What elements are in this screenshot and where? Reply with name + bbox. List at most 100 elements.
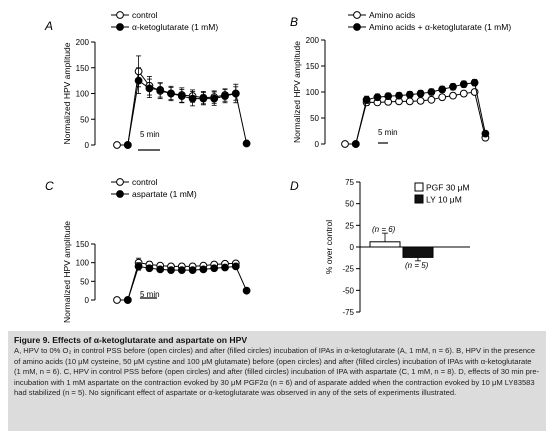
data-point-filled [145,264,154,273]
y-tick-label: 25 [345,221,354,230]
data-point-open [427,95,436,104]
data-point-filled [210,94,219,103]
legend-marker-filled [116,190,124,198]
data-point-open [113,141,121,149]
legend-swatch [414,182,424,192]
y-tick-label: 150 [306,62,320,71]
caption-text: A, HPV to 0% O₂ in control PSS before (o… [14,346,540,398]
data-point-filled [221,263,229,272]
n-label: (n = 5) [405,261,429,270]
data-point-filled [395,91,403,100]
data-point-filled [177,266,186,275]
data-point-filled [188,94,197,103]
y-tick-label: 0 [350,243,355,252]
y-tick-label: 0 [315,140,320,149]
data-point-filled [459,80,468,89]
data-point-open [449,91,457,100]
n-label: (n = 6) [372,225,396,234]
panel-letter: B [290,15,298,29]
bar [369,241,401,248]
y-axis-label: Normalized HPV amplitude [62,221,72,323]
data-point-open [113,296,121,304]
legend-swatch [414,194,424,204]
scale-bar-label: 5 min [378,128,398,137]
figure: A 0 50 100 150 200 Normalized HPV amplitude con… [44,10,511,323]
panel-b: B 0 50 100 150 200 Normalized HPV amplitude Ami… [290,10,511,149]
legend-entry: Amino acids + α-ketoglutarate (1 mM) [369,22,511,32]
y-tick-label: 50 [310,114,319,123]
figure-caption: Figure 9. Effects of α-ketoglutarate and… [8,331,546,431]
data-point-filled [134,262,143,271]
data-point-filled [123,141,132,149]
y-tick-label: 0 [85,296,90,305]
data-point-filled [351,140,360,148]
data-point-filled [416,89,425,98]
data-point-filled [199,94,208,103]
data-point-filled [373,93,382,102]
data-point-filled [188,266,197,275]
data-point-filled [145,84,154,93]
data-point-open [405,97,414,106]
data-point-open [459,89,468,98]
y-tick-label: -25 [342,265,354,274]
legend-marker-open [116,11,124,19]
legend-marker-filled [353,23,361,31]
data-point-filled [123,296,132,304]
scale-bar-label: 5 min [140,130,160,139]
legend-entry: α-ketoglutarate (1 mM) [132,22,218,32]
series-line [117,70,236,146]
panel-letter: C [45,179,54,193]
data-point-filled [449,82,457,91]
y-tick-label: 100 [76,90,90,99]
data-point-filled [134,76,143,85]
panel-c: C 0 50 100 150 Normalized HPV amplitude contro… [45,177,251,323]
data-point-filled [470,78,479,87]
y-tick-label: 50 [80,115,89,124]
scale-bar-label: 5 min [140,290,160,299]
y-tick-label: 50 [345,200,354,209]
legend-entry: PGF 30 μM [426,183,470,193]
legend-entry: LY 10 μM [426,195,462,205]
data-point-filled [242,139,251,148]
data-point-open [341,140,349,148]
data-point-open [438,93,447,102]
y-axis-label: Normalized HPV amplitude [292,41,302,143]
data-point-filled [210,264,219,273]
data-point-filled [177,92,186,100]
y-tick-label: 150 [76,64,90,73]
legend-entry: control [132,10,158,20]
panel-letter: A [44,19,53,33]
legend-entry: aspartate (1 mM) [132,189,197,199]
y-tick-label: 50 [80,277,89,286]
data-point-filled [384,92,393,101]
panel-letter: D [290,179,299,193]
y-tick-label: -50 [342,286,354,295]
legend-marker-filled [116,23,124,31]
legend-marker-open [353,11,361,19]
bar [402,246,434,258]
data-point-filled [438,85,447,94]
y-tick-label: 100 [76,259,90,268]
y-tick-label: 75 [345,178,354,187]
data-point-filled [199,265,208,274]
data-point-filled [156,265,165,274]
y-tick-label: 150 [76,240,90,249]
data-point-open [416,96,425,105]
data-point-filled [231,262,240,271]
data-point-filled [156,85,165,94]
y-tick-label: 0 [85,141,90,150]
legend-marker-open [116,178,124,186]
data-point-filled [242,286,251,295]
data-point-filled [221,92,229,100]
y-tick-label: -75 [342,308,354,317]
data-point-filled [167,89,175,98]
data-point-filled [231,89,240,98]
panel-d: D 75 50 25 0 -25 -50 -75 % over control (n = 6) (n… [290,178,470,317]
caption-title: Figure 9. Effects of α-ketoglutarate and… [14,335,248,345]
y-tick-label: 200 [76,38,90,47]
y-tick-label: 100 [306,88,320,97]
y-axis-label: % over control [324,220,334,274]
data-point-filled [405,90,414,99]
data-point-filled [362,95,371,104]
y-tick-label: 200 [306,36,320,45]
